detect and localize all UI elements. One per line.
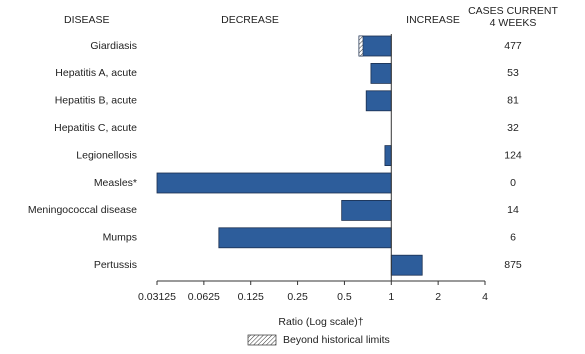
bar <box>218 227 392 249</box>
category-label: Hepatitis B, acute <box>55 95 137 107</box>
cases-value: 14 <box>507 204 519 216</box>
header-disease: DISEASE <box>64 14 110 26</box>
beyond-limits <box>358 35 364 57</box>
category-label: Mumps <box>103 232 137 244</box>
cases-value: 53 <box>507 67 519 79</box>
header-cases: 4 WEEKS <box>490 17 537 29</box>
header-decrease: DECREASE <box>221 14 279 26</box>
cases-value: 875 <box>504 259 522 271</box>
x-axis-label: Ratio (Log scale)† <box>278 316 363 328</box>
category-label: Measles* <box>94 177 137 189</box>
cases-value: 6 <box>510 232 516 244</box>
header-increase: INCREASE <box>406 14 460 26</box>
bar <box>358 35 392 57</box>
category-label: Pertussis <box>94 259 137 271</box>
x-tick-label: 0.03125 <box>138 291 176 303</box>
cases-value: 477 <box>504 40 522 52</box>
x-tick-label: 2 <box>435 291 441 303</box>
cases-value: 81 <box>507 95 519 107</box>
x-tick-label: 1 <box>388 291 394 303</box>
category-label: Legionellosis <box>76 149 137 161</box>
bar <box>384 145 392 167</box>
bar <box>156 172 392 194</box>
category-label: Hepatitis A, acute <box>55 67 137 79</box>
category-label: Giardiasis <box>90 40 137 52</box>
bar <box>370 63 392 84</box>
bar <box>390 254 423 276</box>
bar <box>365 90 392 112</box>
x-tick-label: 4 <box>482 291 488 303</box>
category-label: Hepatitis C, acute <box>54 122 137 134</box>
legend-swatch <box>247 334 277 346</box>
cases-value: 32 <box>507 122 519 134</box>
x-tick-label: 0.25 <box>287 291 308 303</box>
bar <box>341 199 392 221</box>
cases-value: 0 <box>510 177 516 189</box>
legend-label: Beyond historical limits <box>283 334 390 346</box>
x-tick-label: 0.0625 <box>188 291 220 303</box>
cases-value: 124 <box>504 149 522 161</box>
x-tick-label: 0.125 <box>238 291 264 303</box>
category-label: Meningococcal disease <box>28 204 137 216</box>
x-tick-label: 0.5 <box>337 291 352 303</box>
header-cases: CASES CURRENT <box>468 5 558 17</box>
